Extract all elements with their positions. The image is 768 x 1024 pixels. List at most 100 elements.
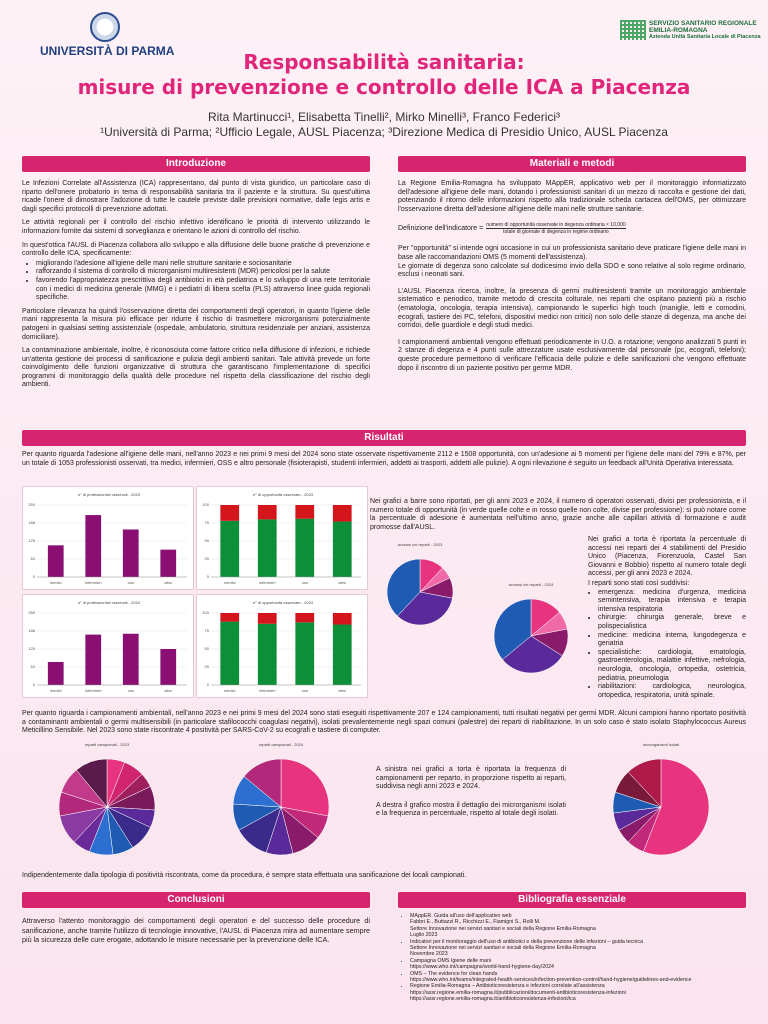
bar-segment-non-colte [295,505,315,519]
bar-segment-non-colte [332,613,352,625]
pie-slice [493,598,532,660]
results-p3-block: Nei grafici a torta è riportata la perce… [588,536,746,705]
bibliography-section: Bibliografia essenziale MAppER. Guida al… [398,892,746,1003]
formula-numerator: numero di opportunità osservate in degen… [486,222,626,230]
chart-title: n° di opportunità osservate - 2024 [253,600,314,605]
bar [160,549,177,577]
bar-segment-colte [332,624,352,685]
results-heading: Risultati [22,430,746,446]
list-item: rafforzando il sistema di controllo di m… [36,268,370,277]
list-item: migliorando l'adesione all'igiene delle … [36,260,370,269]
pie-slice [502,635,563,674]
y-tick-label: 75 [205,628,210,633]
y-tick-label: 188 [28,520,35,525]
bar [122,633,139,685]
bar-segment-non-colte [220,505,240,521]
poster-title: Responsabilità sanitaria: misure di prev… [0,50,768,100]
wards-list: emergenza: medicina d'urgenza, medicina … [598,589,746,701]
y-tick-label: 250 [28,502,35,507]
results-p7: Indipendentemente dalla tipologia di pos… [22,872,467,879]
pie-slice [280,758,330,817]
x-tick-label: infermieri [85,688,102,693]
bar [47,661,64,685]
intro-p5: La contaminazione ambientale, inoltre, è… [22,347,370,389]
authors-block: Rita Martinucci¹, Elisabetta Tinelli², M… [0,110,768,140]
bar-segment-colte [295,518,315,577]
y-tick-label: 100 [202,502,209,507]
pie-slice [627,758,662,808]
chart-professionals-2023: n° di professionisti osservati - 2023 0 63… [22,486,194,590]
conclusions-heading: Conclusioni [22,892,370,908]
ssr-logo: SERVIZIO SANITARIO REGIONALE EMILIA-ROMA… [620,20,762,40]
bar-segment-non-colte [257,505,277,520]
university-logo: UNIVERSITÀ DI PARMA [40,12,174,58]
conclusions-p1: Attraverso l'attento monitoraggio dei co… [22,916,370,944]
intro-heading: Introduzione [22,156,370,172]
bibliography-list: MAppER. Guida all'uso dell'applicativo w… [410,913,746,1003]
ssr-line1: SERVIZIO SANITARIO REGIONALE [649,20,757,27]
title-line2: misure di prevenzione e controllo delle … [77,75,691,99]
list-item: medicine: medicina interna, lungodegenza… [598,632,746,649]
chart-title: microrganismi isolati [643,742,679,747]
y-tick-label: 125 [28,646,35,651]
y-tick-label: 25 [205,664,210,669]
x-tick-label: medici [50,580,62,585]
bar-segment-non-colte [220,613,240,622]
chart-title: n° di professionisti osservati - 2023 [78,492,141,497]
university-seal-icon [90,12,120,42]
y-tick-label: 0 [33,682,36,687]
list-item: Regione Emilia-Romagna – Antibioticoresi… [410,983,746,1002]
methods-p1: La Regione Emilia-Romagna ha sviluppato … [398,180,746,213]
list-item: specialistiche: cardiologia, ematologia,… [598,649,746,683]
chart-professionals-2024: n° di professionisti osservati - 2024 0 63… [22,594,194,698]
intro-p2: Le attività regionali per il controllo d… [22,219,370,235]
title-line1: Responsabilità sanitaria: [243,50,525,74]
y-tick-label: 63 [31,664,36,669]
x-tick-label: infermieri [259,688,276,693]
methods-p3: Le giornate di degenza sono calcolate su… [398,262,746,279]
list-item: emergenza: medicina d'urgenza, medicina … [598,589,746,615]
list-item: OMS – The evidence for clean hands https… [410,971,746,984]
bibliography-heading: Bibliografia essenziale [398,892,746,908]
results-p3b: I reparti sono stati così suddivisi: [588,579,690,587]
methods-heading: Materiali e metodi [398,156,746,172]
methods-section: Materiali e metodi La Regione Emilia-Rom… [398,156,746,378]
chart-opportunities-2023: n° di opportunità osservate - 2023 0 25 50 7… [196,486,368,590]
x-tick-label: medici [224,580,236,585]
intro-section: Introduzione Le Infezioni Correlate all'… [22,156,370,395]
x-tick-label: oss [128,580,134,585]
list-item: Indicatori per il monitoraggio dell'uso … [410,939,746,958]
chart-title: accessi nei reparti - 2024 [509,582,554,587]
y-tick-label: 188 [28,628,35,633]
x-tick-label: infermieri [85,580,102,585]
chart-microrganismi: microrganismi isolati [612,742,710,856]
chart-title: reparti campionati - 2024 [259,742,304,747]
y-tick-label: 250 [28,610,35,615]
ssr-line3: Azienda Unità Sanitaria Locale di Piacen… [649,34,761,40]
university-name: UNIVERSITÀ DI PARMA [40,44,175,58]
y-tick-label: 0 [33,574,36,579]
chart-accessi-2023: accessi nei reparti - 2023 [386,542,454,626]
chart-title: n° di opportunità osservate - 2023 [253,492,314,497]
chart-title: accessi nei reparti - 2023 [398,542,443,547]
chart-title: n° di professionisti osservati - 2024 [78,600,141,605]
y-tick-label: 75 [205,520,210,525]
x-tick-label: oss [302,688,308,693]
x-tick-label: altro [164,580,173,585]
bar [85,634,102,685]
results-p4: Per quanto riguarda i campionamenti ambi… [22,710,746,735]
chart-campionati-2024: reparti campionati - 2024 [232,742,330,856]
ssr-grid-icon [620,20,646,40]
list-item: chirurgie: chirurgia generale, breve e p… [598,614,746,631]
y-tick-label: 50 [205,538,210,543]
methods-p4: L'AUSL Piacenza ricerca, inoltre, la pre… [398,287,746,330]
list-item: favorendo l'appropriatezza prescrittiva … [36,277,370,303]
formula-denominator: totale di giornate di degenza in regime … [503,229,609,236]
y-tick-label: 25 [205,556,210,561]
bar-segment-colte [220,621,240,685]
author-affiliations: ¹Università di Parma; ²Ufficio Legale, A… [100,125,668,139]
methods-p5: I campionamenti ambientali vengono effet… [398,338,746,372]
results-p2: Nei grafici a barre sono riportati, per … [370,498,746,531]
pie-slice [243,758,282,808]
list-item: MAppER. Guida all'uso dell'applicativo w… [410,913,746,939]
